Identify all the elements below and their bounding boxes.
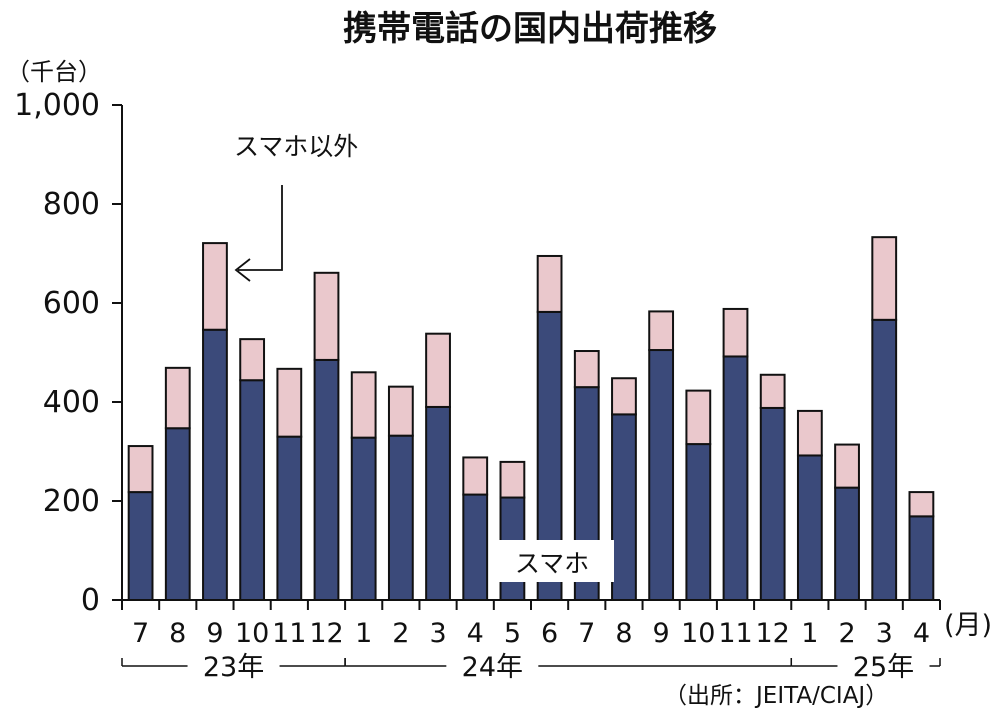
x-tick-label: 1 [355,618,372,649]
bar-non-smartphone [239,338,266,382]
bar-smartphone [908,515,935,601]
y-tick-label: 200 [43,484,100,519]
bar-smartphone [611,413,637,601]
source-note: （出所：JEITA/CIAJ） [664,683,888,709]
bar-non-smartphone [759,373,786,409]
x-tick-label: 2 [392,618,409,649]
x-tick-label: 2 [838,618,855,649]
annotation-smartphone: スマホ [515,549,589,578]
y-tick-label: 400 [43,385,100,420]
x-tick-label: 12 [309,618,343,649]
x-tick-label: 4 [913,618,930,649]
x-tick-label: 7 [132,618,149,649]
x-tick-label: 9 [653,618,670,649]
bar-smartphone [462,493,489,601]
annotation-non-smartphone: スマホ以外 [234,132,358,161]
bar-non-smartphone [425,332,451,408]
bar-smartphone [387,434,414,601]
bar-smartphone [313,358,340,601]
x-tick-labels: 7 8 9 10 11 12 1 2 3 4 5 6 7 8 9 10 11 12 1 2 3 4 [132,618,930,649]
bar-non-smartphone [499,460,526,499]
year-label: 23年 [203,652,264,683]
x-tick-label: 1 [801,618,818,649]
bar-non-smartphone [387,385,414,437]
annotation-arrow [234,185,283,282]
bar-non-smartphone [313,271,340,361]
year-label: 25年 [853,652,914,683]
bar-non-smartphone [202,242,228,331]
y-tick-label: 0 [81,583,100,618]
x-tick-label: 3 [429,618,446,649]
y-tick-label: 1,000 [14,88,100,123]
chart-title: 携帯電話の国内出荷推移 [343,9,717,49]
y-tick-label: 600 [43,286,100,321]
bar-non-smartphone [573,350,600,389]
bar-smartphone [796,454,823,601]
bar-non-smartphone [462,456,489,496]
bar-non-smartphone [276,367,303,438]
x-tick-label: 8 [615,618,632,649]
x-tick-label: 11 [718,618,752,649]
x-tick-label: 7 [578,618,595,649]
x-tick-label: 3 [876,618,893,649]
year-groups: 23年 24年 25年 [121,652,941,683]
bars [127,236,935,602]
bar-non-smartphone [685,389,712,446]
x-tick-label: 10 [235,618,269,649]
bar-non-smartphone [834,443,860,489]
y-tick-label: 800 [43,187,100,222]
bar-smartphone [276,435,303,601]
bar-non-smartphone [611,377,637,416]
bar-smartphone [871,318,898,601]
annotation-smartphone-box [490,540,614,582]
bar-non-smartphone [648,310,675,352]
x-tick-label: 8 [169,618,186,649]
bar-non-smartphone [350,371,377,439]
x-tick-label: 4 [467,618,484,649]
bar-smartphone [164,427,191,601]
bar-smartphone [759,406,786,601]
bar-non-smartphone [536,254,563,313]
x-tick-label: 5 [504,618,521,649]
x-tick-label: 11 [272,618,306,649]
annotations: スマホ以外 スマホ [234,132,614,582]
x-tick-label: 12 [756,618,790,649]
bar-non-smartphone [127,445,154,494]
bar-smartphone [350,436,377,602]
bar-non-smartphone [908,491,935,518]
x-tick-label: 10 [681,618,715,649]
y-unit-label: （千台） [6,58,102,86]
bar-smartphone [202,328,228,601]
bar-smartphone [834,486,860,602]
x-tick-label: 9 [206,618,223,649]
bar-smartphone [425,405,451,602]
x-unit-label: (月) [944,610,992,641]
bar-non-smartphone [871,236,898,321]
bar-smartphone [239,379,266,601]
bar-smartphone [648,349,675,601]
bar-non-smartphone [722,307,749,358]
bar-non-smartphone [164,366,191,430]
x-tick-label: 6 [541,618,558,649]
bar-smartphone [127,491,154,601]
bar-smartphone [685,443,712,602]
bar-smartphone [722,355,749,601]
year-label: 24年 [462,652,523,683]
bar-non-smartphone [796,409,823,457]
